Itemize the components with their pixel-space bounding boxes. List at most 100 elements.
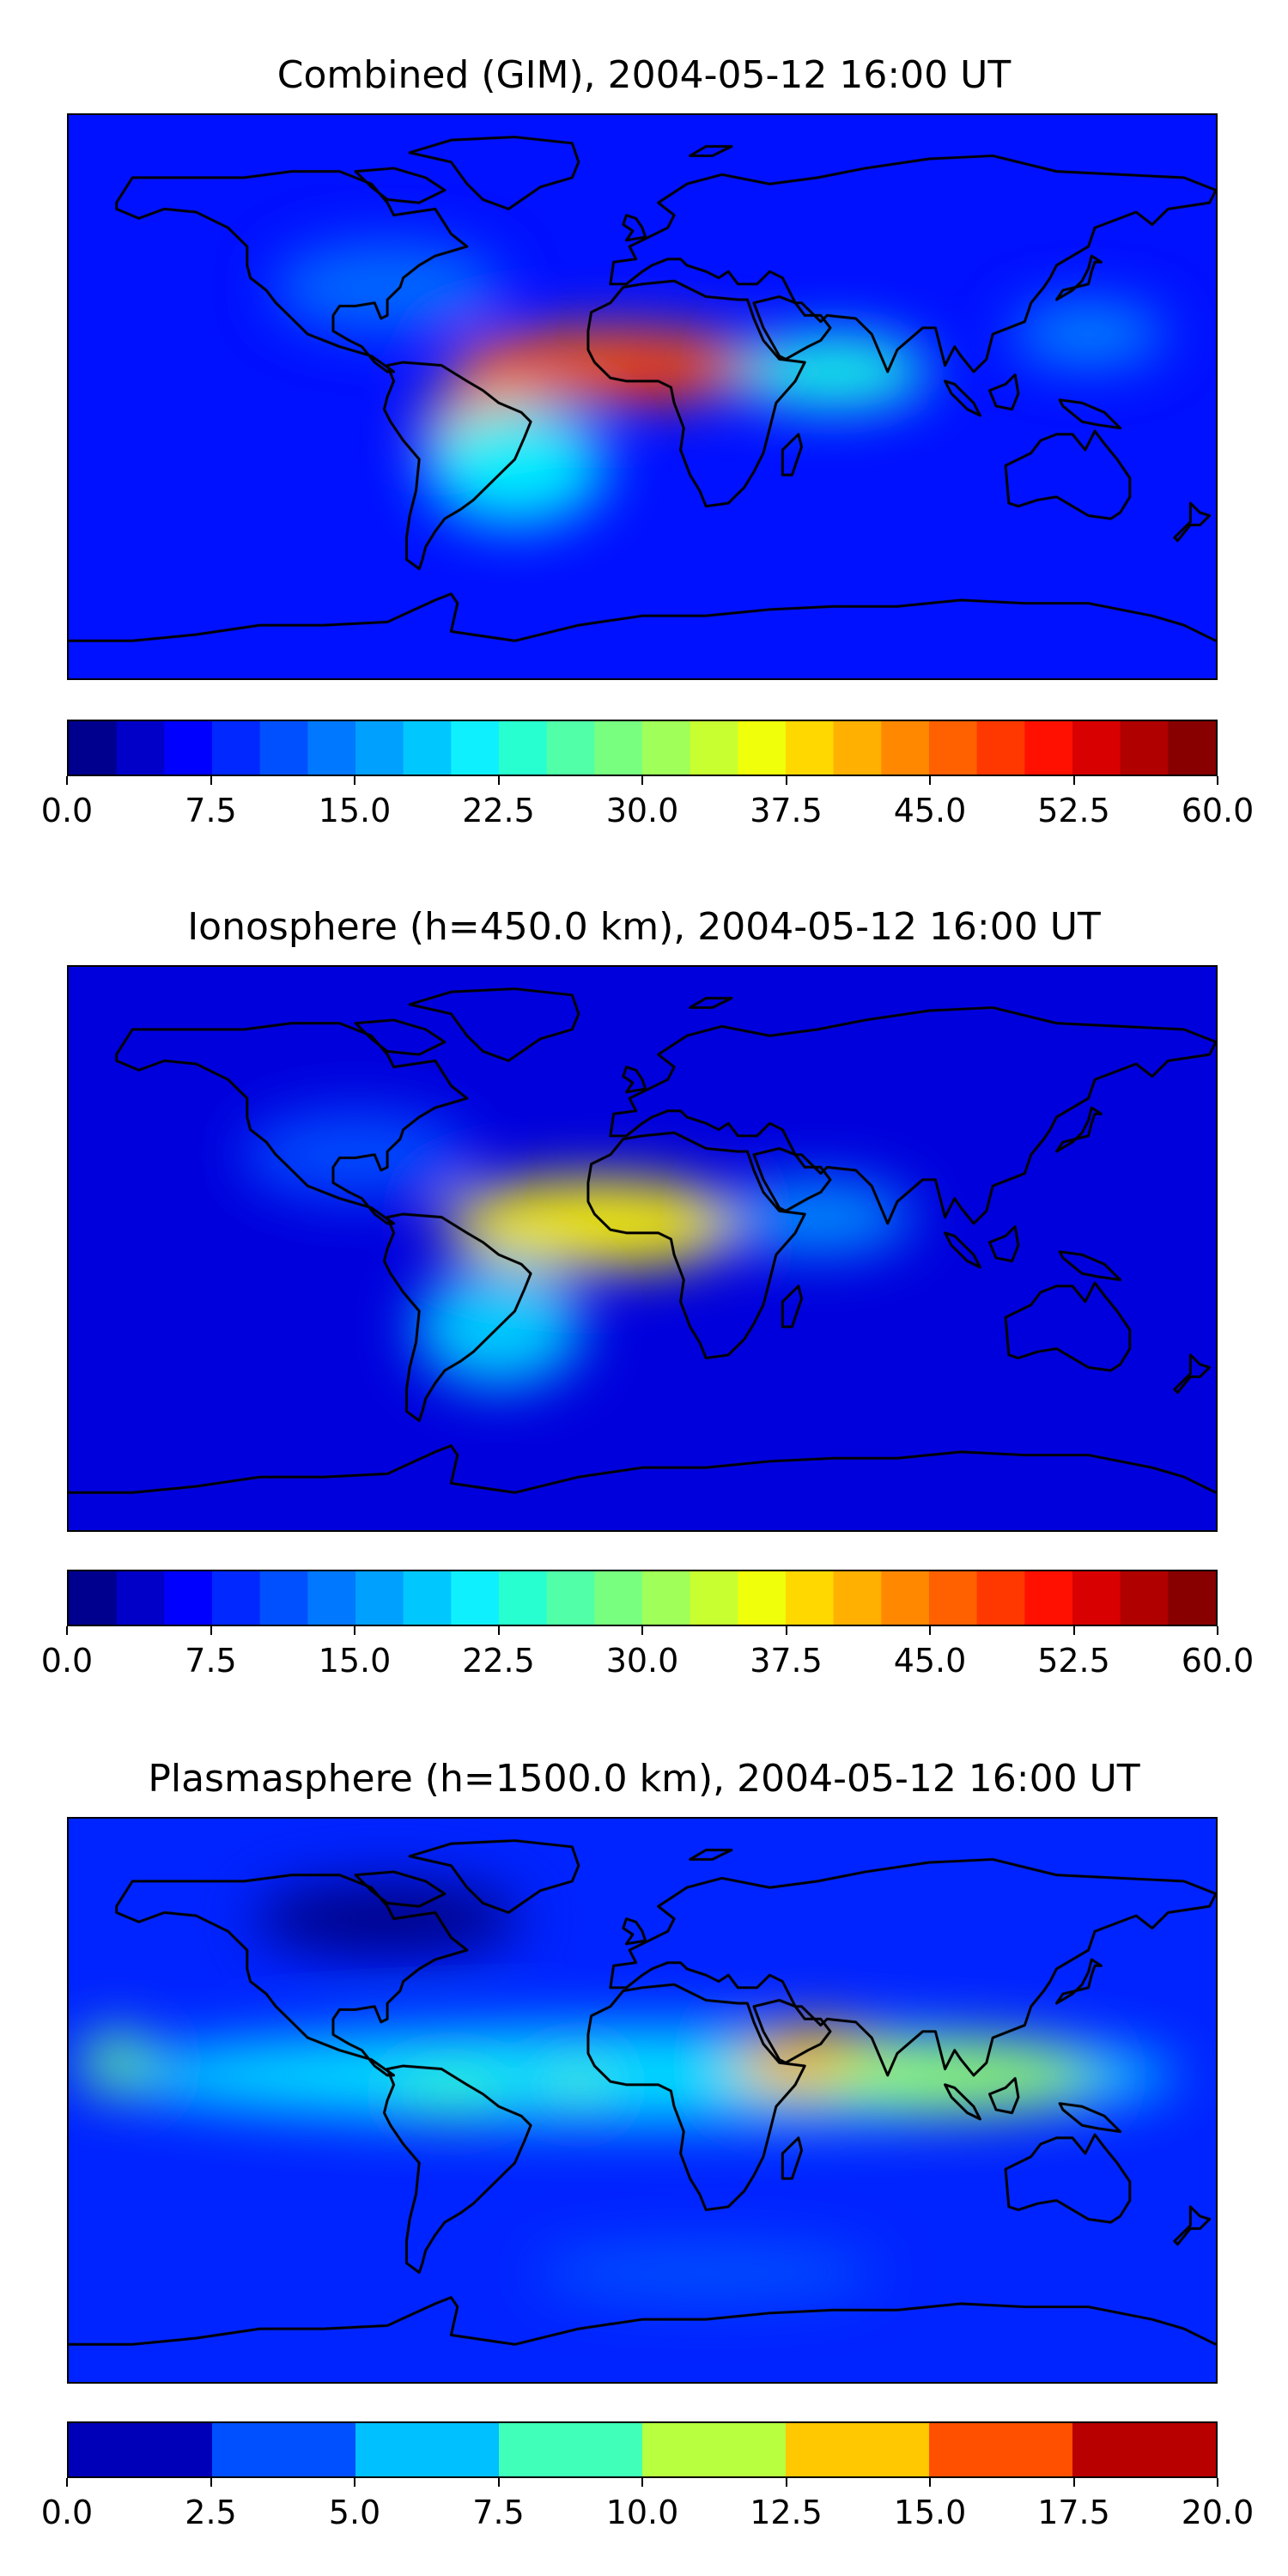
coastlines xyxy=(69,1839,1216,2346)
colorbar-segment-4 xyxy=(642,2423,789,2476)
colorbar-segment-13 xyxy=(690,721,739,775)
coastline-british-isles xyxy=(622,1066,647,1094)
field-blob-3 xyxy=(78,2032,155,2093)
coastline-africa xyxy=(586,1983,806,2212)
colorbar-tick-label: 5.0 xyxy=(328,2494,381,2531)
colorbar-tick-label: 2.5 xyxy=(185,2494,237,2531)
colorbar-segment-12 xyxy=(642,721,691,775)
colorbar-segment-6 xyxy=(355,721,404,775)
colorbar-tick-label: 0.0 xyxy=(40,792,94,829)
colorbar-segment-15 xyxy=(786,1571,835,1625)
coastline-baffin xyxy=(354,1018,447,1056)
colorbar-tick-label: 52.5 xyxy=(1037,792,1110,829)
colorbar-tick-mark xyxy=(497,2478,500,2487)
colorbar-segment-0 xyxy=(69,1571,118,1625)
colorbar-segment-7 xyxy=(403,1571,453,1625)
colorbar-tick-mark xyxy=(1217,2478,1218,2487)
colorbar-segment-10 xyxy=(546,1571,596,1625)
coastline-africa xyxy=(586,279,806,508)
coastline-british-isles xyxy=(622,1917,647,1946)
coastline-arabia xyxy=(752,1146,832,1212)
coastline-eurasia xyxy=(609,1857,1216,2077)
field-blob-6 xyxy=(533,2245,878,2300)
coastline-sumatra xyxy=(944,380,981,417)
colorbar-tick-mark xyxy=(641,2478,643,2487)
coastline-sumatra xyxy=(944,2083,981,2121)
coastline-japan xyxy=(1054,1958,1103,2005)
panel-title-ionosphere: Ionosphere (h=450.0 km), 2004-05-12 16:0… xyxy=(187,905,1101,949)
colorbar-segment-2 xyxy=(164,721,214,775)
coastlines xyxy=(69,987,1216,1494)
colorbar-tick-mark xyxy=(641,776,643,785)
colorbar-segment-19 xyxy=(976,721,1026,775)
map-svg xyxy=(69,967,1216,1530)
colorbar-tick-mark xyxy=(785,776,787,785)
colorbar-segment-11 xyxy=(594,1571,644,1625)
coastline-north-america xyxy=(115,170,469,374)
colorbar-segment-1 xyxy=(212,2423,359,2476)
coastline-new-zealand xyxy=(1173,2205,1212,2246)
coastline-australia xyxy=(1004,429,1132,520)
field-blob-3 xyxy=(422,405,607,526)
coastline-svalbard xyxy=(689,1848,733,1861)
colorbar-tick-mark xyxy=(497,1626,500,1635)
colorbar-tick-label: 30.0 xyxy=(605,1642,679,1680)
coastline-greenland xyxy=(408,1839,580,1914)
colorbar-tick-label: 60.0 xyxy=(1181,792,1255,829)
panel-title-combined: Combined (GIM), 2004-05-12 16:00 UT xyxy=(276,53,1012,97)
colorbar-combined xyxy=(67,720,1218,776)
coastline-greenland xyxy=(408,136,580,210)
colorbar-segment-4 xyxy=(259,721,309,775)
colorbar-segment-23 xyxy=(1168,1571,1216,1625)
colorbar-tick-label: 7.5 xyxy=(185,792,237,829)
coastline-new-zealand xyxy=(1173,501,1212,543)
coastline-madagascar xyxy=(781,433,804,477)
colorbar-tick-mark xyxy=(66,1626,68,1635)
colorbar-ticks-ionosphere: 0.0 7.5 15.0 22.5 30.0 37.5 45.0 52.5 60.0 xyxy=(41,1626,1254,1680)
coastline-japan xyxy=(1054,254,1103,301)
colorbar-tick-label: 60.0 xyxy=(1181,1642,1255,1680)
colorbar-tick-mark xyxy=(354,2478,355,2487)
colorbar-tick-label: 15.0 xyxy=(893,2494,967,2531)
colorbar-tick-mark xyxy=(354,1626,355,1635)
coastline-south-america xyxy=(382,361,532,570)
coastline-south-america xyxy=(382,1212,532,1422)
coastline-arabia xyxy=(752,295,832,361)
colorbar-tick-label: 20.0 xyxy=(1181,2494,1255,2531)
map-svg xyxy=(69,1819,1216,2382)
map-ionosphere xyxy=(67,965,1218,1532)
colorbar-tick-mark xyxy=(66,776,68,785)
colorbar-segment-16 xyxy=(833,1571,883,1625)
map-svg xyxy=(69,115,1216,678)
colorbar-segment-9 xyxy=(499,721,548,775)
coastline-eurasia xyxy=(609,1005,1216,1225)
coastline-north-america xyxy=(115,1874,469,2077)
coastline-south-america xyxy=(382,2064,532,2274)
coastline-antarctica xyxy=(69,2296,1216,2346)
coastline-svalbard xyxy=(689,996,733,1009)
colorbar-svg xyxy=(69,2423,1216,2476)
colorbar-plasmasphere xyxy=(67,2421,1218,2478)
coastline-madagascar xyxy=(781,2136,804,2180)
colorbar-segment-8 xyxy=(451,1571,501,1625)
colorbar-tick-mark xyxy=(1072,776,1075,785)
colorbar-segment-6 xyxy=(355,1571,404,1625)
colorbar-tick-label: 7.5 xyxy=(185,1642,237,1680)
colorbar-tick-mark xyxy=(785,1626,787,1635)
coastline-australia xyxy=(1004,2133,1132,2224)
colorbar-tick-label: 52.5 xyxy=(1037,1642,1110,1680)
coastline-british-isles xyxy=(622,214,647,242)
colorbar-segment-9 xyxy=(499,1571,548,1625)
colorbar-segment-0 xyxy=(69,721,118,775)
colorbar-tick-mark xyxy=(1072,1626,1075,1635)
coastline-sumatra xyxy=(944,1231,981,1269)
panel-title-plasmasphere: Plasmasphere (h=1500.0 km), 2004-05-12 1… xyxy=(148,1757,1140,1801)
colorbar-segment-22 xyxy=(1120,1571,1170,1625)
coastline-svalbard xyxy=(689,144,733,157)
colorbar-segment-14 xyxy=(738,721,787,775)
coastline-borneo xyxy=(987,1224,1020,1263)
colorbar-segment-17 xyxy=(881,721,931,775)
coastline-north-america xyxy=(115,1022,469,1225)
coastline-antarctica xyxy=(69,1444,1216,1494)
coastline-baffin xyxy=(354,1870,447,1908)
